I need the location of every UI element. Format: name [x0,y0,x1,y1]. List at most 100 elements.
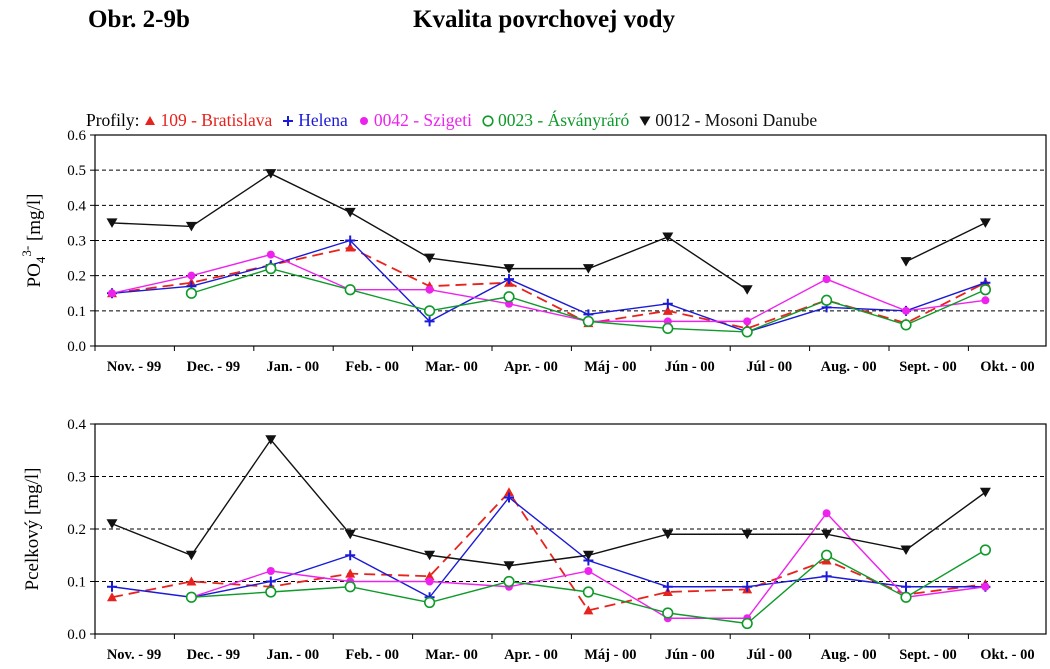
data-point [503,575,515,588]
data-point [265,586,277,598]
data-point [424,316,435,327]
data-point [583,605,594,615]
legend-entry: Helena [281,110,348,131]
x-tick-label: Okt. - 00 [980,359,1034,375]
legend-marker-icon [482,114,494,127]
x-tick-label: Apr. - 00 [504,359,558,375]
data-point [424,305,436,317]
x-tick-label: Feb. - 00 [345,647,399,663]
data-point [345,550,356,561]
data-point [185,221,197,232]
data-point [900,591,912,603]
data-point [979,218,991,228]
data-point [108,289,116,298]
data-point [582,264,594,274]
data-point [265,435,277,445]
data-point [107,581,117,592]
data-point [345,568,356,578]
data-point [504,492,514,503]
y-tick-label: 0.2 [67,269,86,285]
series-line [111,172,748,291]
legend-marker-icon [359,116,368,125]
series-0042-szigeti [108,250,990,326]
data-point [900,545,912,555]
data-point [741,285,753,295]
series-line [111,490,986,612]
data-point [503,264,515,274]
data-point [265,576,276,587]
data-point [344,581,356,593]
series-line [905,222,986,263]
data-point [265,169,277,179]
series-0012-mosoni-danube [106,435,991,571]
legend-marker [639,116,651,126]
legend-label: 0023 - Ásványráró [498,110,630,130]
x-tick-label: Sept. - 00 [899,647,957,663]
data-point [265,263,277,275]
legend-entry: 0042 - Szigeti [357,110,472,131]
x-tick-label: Júl - 00 [746,647,792,663]
data-point [107,592,117,602]
data-point [662,305,673,315]
data-point [662,232,674,242]
data-point [981,296,990,305]
data-point [503,561,515,571]
data-point [979,487,991,498]
x-tick-label: Sept. - 00 [899,359,957,375]
chart-legend: Profily: 109 - Bratislava Helena 0042 - Sz… [86,110,826,131]
data-point [504,274,514,285]
data-point [662,529,674,540]
legend-marker-icon [145,115,156,125]
upper-chart-po4: 0.0 0.1 0.2 0.3 0.4 0.5 0.6 Nov. - 99 Dec. - 99 J… [19,128,1047,375]
series-line [111,496,986,599]
series-109-bratislava [107,487,991,615]
data-point [741,617,753,630]
y-tick-label: 0.0 [67,627,86,643]
series-0023-sv-nyr-r- [185,263,992,338]
data-point [106,519,118,529]
data-point [741,326,753,338]
y-tick-label: 0.0 [67,339,86,355]
x-tick-label: Máj - 00 [584,359,636,375]
series-line [111,239,986,333]
legend-label: 0012 - Mosoni Danube [655,110,818,130]
x-tick-label: Jún - 00 [665,647,715,663]
x-tick-label: Júl - 00 [746,359,792,375]
data-point [820,294,833,306]
legend-prefix: Profily: [86,110,140,130]
x-tick-label: Mar.- 00 [425,359,478,375]
y-axis-label: Pcelkový [mg/l] [22,468,43,591]
data-point [345,242,356,252]
data-point [741,529,753,540]
data-point [424,571,435,581]
data-point [584,567,593,575]
x-tick-label: Apr. - 00 [504,647,558,663]
data-point [504,487,514,497]
y-tick-label: 0.6 [67,128,86,144]
data-point [821,529,833,540]
data-point [582,586,595,598]
data-point [662,298,673,309]
data-point [185,550,197,561]
data-point [822,275,831,284]
y-axis-label: PO43- [mg/l] [19,194,48,288]
x-tick-label: Feb. - 00 [345,359,399,375]
x-tick-label: Mar.- 00 [425,647,478,663]
data-point [821,571,832,582]
data-point [979,284,992,296]
x-tick-label: Jan. - 00 [266,647,319,663]
legend-marker [145,115,156,125]
data-point [344,207,356,218]
series-line [111,253,986,323]
y-tick-label: 0.3 [67,234,86,250]
data-point [662,581,673,592]
legend-marker [359,116,368,125]
data-point [743,317,752,326]
x-tick-label: Nov. - 99 [107,647,161,663]
legend-label: Helena [298,110,348,130]
data-point [425,285,434,294]
data-point [582,315,595,327]
data-point [186,576,197,586]
legend-entry: 0023 - Ásványráró [481,110,629,131]
